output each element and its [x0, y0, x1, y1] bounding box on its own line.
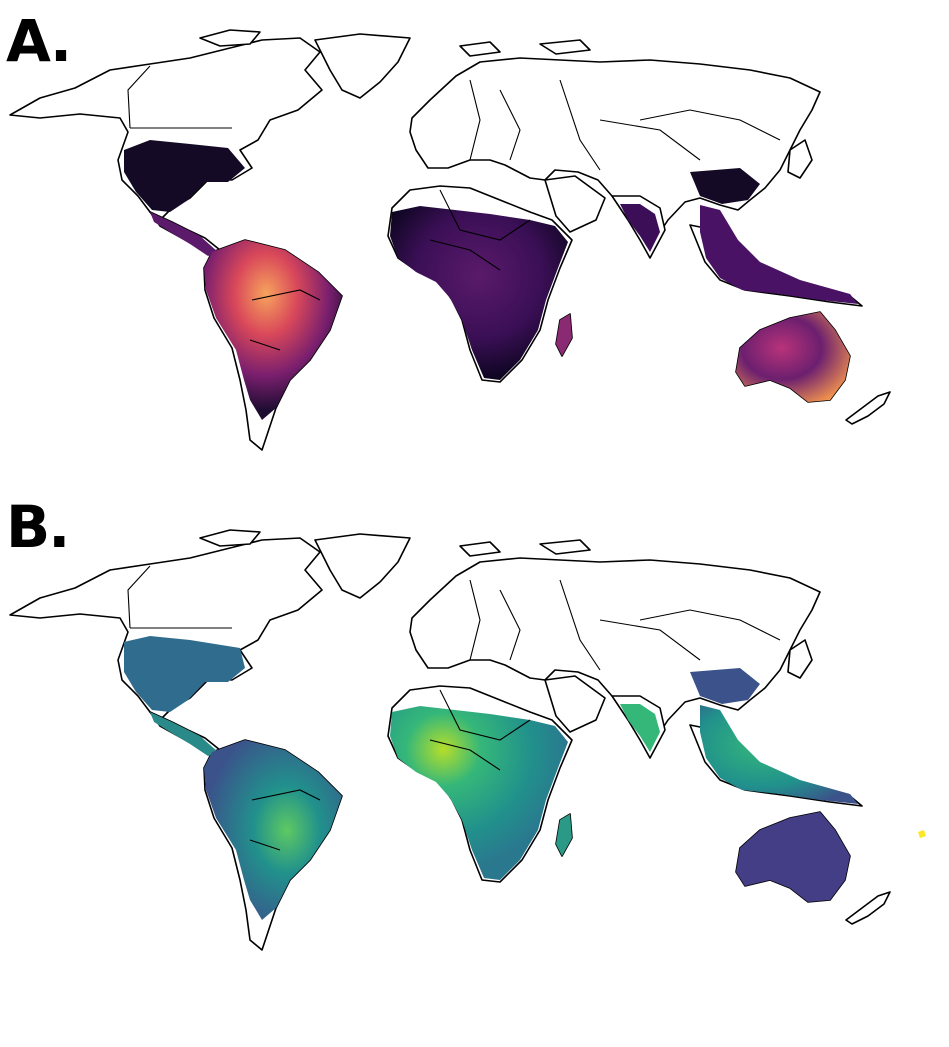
country-borders-b	[127, 565, 781, 851]
panel-a: A.	[0, 0, 949, 480]
data-layer-a	[124, 140, 858, 420]
panel-b: B.	[0, 490, 949, 980]
panel-a-label: A.	[6, 7, 72, 75]
data-layer-b	[124, 636, 926, 920]
country-borders-a	[127, 65, 781, 351]
world-map-b	[9, 529, 926, 951]
panel-b-label: B.	[6, 493, 70, 561]
world-map-a	[9, 29, 891, 451]
